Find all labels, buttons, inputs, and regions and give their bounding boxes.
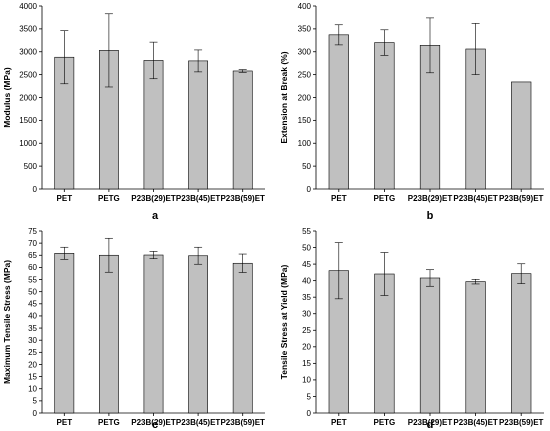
y-tick-label: 2000: [19, 93, 37, 102]
x-tick-label: P23B(29)ET: [408, 418, 453, 427]
y-axis-title: Modulus (MPa): [2, 67, 12, 128]
y-tick-label: 55: [28, 275, 37, 284]
y-axis-title: Maximum Tensile Stress (MPa): [2, 260, 12, 384]
y-tick-label: 45: [302, 260, 311, 269]
y-tick-label: 30: [302, 310, 311, 319]
x-tick-label: PETG: [374, 194, 396, 203]
y-tick-label: 1500: [19, 116, 37, 125]
chart-panel-b: 0 50 100 150 200 250 300 350 400 PET PETG P23B(29)E…: [279, 2, 544, 222]
x-tick-label: P23B(59)ET: [499, 194, 544, 203]
bar-p23b-45-et: [188, 60, 208, 190]
y-tick-label: 400: [298, 2, 312, 11]
chart-panel-c: 0 5 10 15 20 25 30 35 40 45 50 55 60 65 70 75 PET PETG P23…: [2, 227, 265, 431]
bar-p23b-29-et: [143, 254, 164, 414]
x-tick-label: PETG: [374, 418, 396, 427]
y-tick-label: 50: [302, 243, 311, 252]
x-tick-label: PET: [331, 418, 347, 427]
y-axis-title: Tensile Stress at Yield (MPa): [279, 265, 289, 380]
x-tick-label: PETG: [98, 194, 120, 203]
x-tick-label: P23B(29)ET: [408, 194, 453, 203]
y-tick-label: 35: [302, 293, 311, 302]
y-tick-label: 2500: [19, 70, 37, 79]
chart-panel-a: 0 500 1000 1500 2000 2500 3000 3500 4000 PET PETG P…: [2, 2, 265, 222]
y-tick-label: 300: [298, 48, 312, 57]
y-tick-label: 55: [302, 227, 311, 236]
y-tick-label: 70: [28, 239, 37, 248]
panel-label: d: [427, 419, 434, 431]
y-tick-label: 15: [28, 372, 37, 381]
y-tick-label: 5: [307, 392, 312, 401]
y-tick-label: 5: [33, 397, 38, 406]
y-tick-label: 3000: [19, 48, 37, 57]
y-tick-label: 500: [24, 162, 38, 171]
bar-p23b-45-et: [465, 281, 486, 414]
bar-p23b-59-et: [511, 273, 532, 414]
y-tick-label: 0: [33, 185, 38, 194]
x-tick-label: P23B(45)ET: [176, 418, 221, 427]
y-tick-label: 4000: [19, 2, 37, 11]
y-tick-label: 40: [302, 276, 311, 285]
y-axis-title: Extension at Break (%): [279, 51, 289, 143]
x-tick-label: PET: [57, 418, 73, 427]
y-tick-label: 30: [28, 336, 37, 345]
bar-p23b-29-et: [419, 277, 441, 414]
y-tick-label: 0: [33, 409, 38, 418]
panel-label: a: [152, 210, 159, 222]
bar-p23b-59-et: [232, 262, 253, 414]
y-tick-label: 0: [307, 185, 312, 194]
bar-petg: [374, 42, 395, 190]
y-tick-label: 350: [298, 25, 312, 34]
bar-p23b-59-et: [511, 81, 532, 190]
y-tick-label: 200: [298, 93, 312, 102]
y-tick-label: 65: [28, 251, 37, 260]
y-tick-label: 60: [28, 263, 37, 272]
y-tick-label: 10: [28, 385, 37, 394]
x-tick-label: P23B(59)ET: [220, 194, 265, 203]
bar-p23b-59-et: [232, 70, 253, 190]
x-tick-label: P23B(29)ET: [131, 418, 176, 427]
x-tick-label: P23B(45)ET: [453, 194, 498, 203]
x-tick-label: P23B(59)ET: [499, 418, 544, 427]
y-tick-label: 50: [302, 162, 311, 171]
y-tick-label: 0: [307, 409, 312, 418]
panel-label: b: [427, 210, 434, 222]
y-tick-label: 1000: [19, 139, 37, 148]
y-tick-label: 20: [302, 343, 311, 352]
y-tick-label: 45: [28, 300, 37, 309]
x-tick-label: PETG: [98, 418, 120, 427]
bar-p23b-29-et: [143, 60, 164, 190]
y-tick-label: 3500: [19, 25, 37, 34]
bar-pet: [328, 34, 349, 190]
bar-p23b-45-et: [188, 255, 208, 414]
y-tick-label: 150: [298, 116, 312, 125]
y-tick-label: 10: [302, 376, 311, 385]
x-tick-label: P23B(45)ET: [176, 194, 221, 203]
y-tick-label: 75: [28, 227, 37, 236]
y-tick-label: 35: [28, 324, 37, 333]
x-tick-label: P23B(45)ET: [453, 418, 498, 427]
y-tick-label: 250: [298, 70, 312, 79]
y-tick-label: 15: [302, 359, 311, 368]
bar-petg: [99, 254, 119, 414]
x-tick-label: PET: [331, 194, 347, 203]
y-tick-label: 25: [28, 348, 37, 357]
y-tick-label: 100: [298, 139, 312, 148]
y-tick-label: 50: [28, 287, 37, 296]
y-tick-label: 25: [302, 326, 311, 335]
y-tick-label: 20: [28, 360, 37, 369]
bar-pet: [54, 253, 75, 414]
panel-label: c: [152, 419, 158, 431]
x-tick-label: P23B(29)ET: [131, 194, 176, 203]
y-tick-label: 40: [28, 312, 37, 321]
x-tick-label: PET: [57, 194, 73, 203]
x-tick-label: P23B(59)ET: [220, 418, 265, 427]
